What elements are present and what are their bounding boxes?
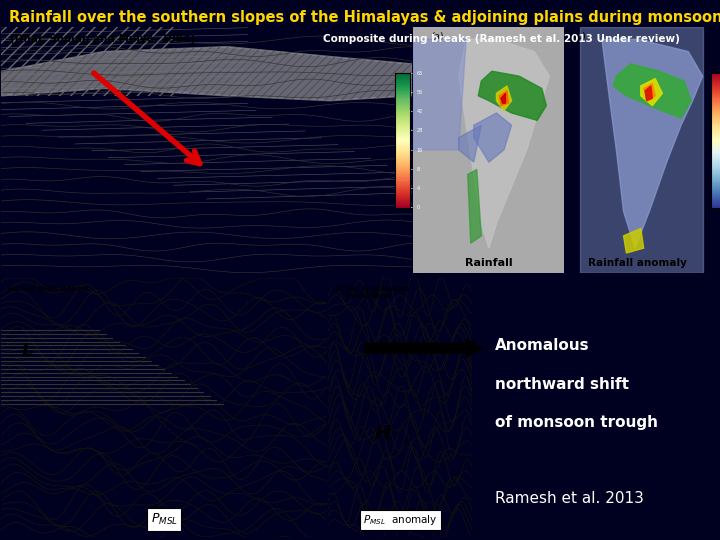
Text: (a): (a)	[431, 32, 444, 41]
Text: H: H	[375, 424, 391, 443]
Polygon shape	[474, 113, 511, 162]
Text: Composite during breaks (Ramesh et al. 2013 Under review): Composite during breaks (Ramesh et al. 2…	[323, 34, 680, 44]
Polygon shape	[459, 39, 549, 248]
Text: $P_{MSL}$: $P_{MSL}$	[150, 512, 178, 527]
Text: (b) Sea level isobars
      (anomalies): (b) Sea level isobars (anomalies)	[333, 286, 409, 299]
Polygon shape	[468, 170, 481, 243]
Polygon shape	[645, 86, 652, 100]
Text: Rainfall anomaly: Rainfall anomaly	[588, 258, 688, 268]
Polygon shape	[496, 86, 511, 111]
Text: (b): (b)	[573, 32, 586, 41]
Polygon shape	[644, 84, 655, 100]
Polygon shape	[1, 46, 412, 100]
Text: of monsoon trough: of monsoon trough	[495, 415, 658, 430]
Polygon shape	[413, 39, 467, 150]
Polygon shape	[413, 27, 564, 273]
Text: (a) Sea level isobars: (a) Sea level isobars	[8, 286, 89, 292]
Polygon shape	[641, 79, 662, 106]
Polygon shape	[602, 39, 703, 248]
Text: Rainfall: Rainfall	[465, 258, 513, 268]
Text: $P_{MSL}$  anomaly: $P_{MSL}$ anomaly	[363, 513, 438, 527]
Polygon shape	[580, 27, 703, 273]
Polygon shape	[478, 71, 546, 120]
Polygon shape	[624, 228, 644, 253]
Text: (Dhar, Soman and Mulye, 1984): (Dhar, Soman and Mulye, 1984)	[9, 35, 195, 44]
Polygon shape	[500, 91, 508, 106]
Text: Ramesh et al. 2013: Ramesh et al. 2013	[495, 491, 644, 505]
Bar	[1, 27, 174, 96]
Text: Rainfall over the southern slopes of the Himalayas & adjoining plains during mon: Rainfall over the southern slopes of the…	[9, 10, 720, 25]
Polygon shape	[459, 125, 481, 162]
Text: L: L	[22, 342, 33, 360]
Text: Anomalous: Anomalous	[495, 338, 590, 353]
Polygon shape	[501, 93, 505, 103]
Polygon shape	[613, 64, 691, 118]
Text: northward shift: northward shift	[495, 376, 629, 392]
